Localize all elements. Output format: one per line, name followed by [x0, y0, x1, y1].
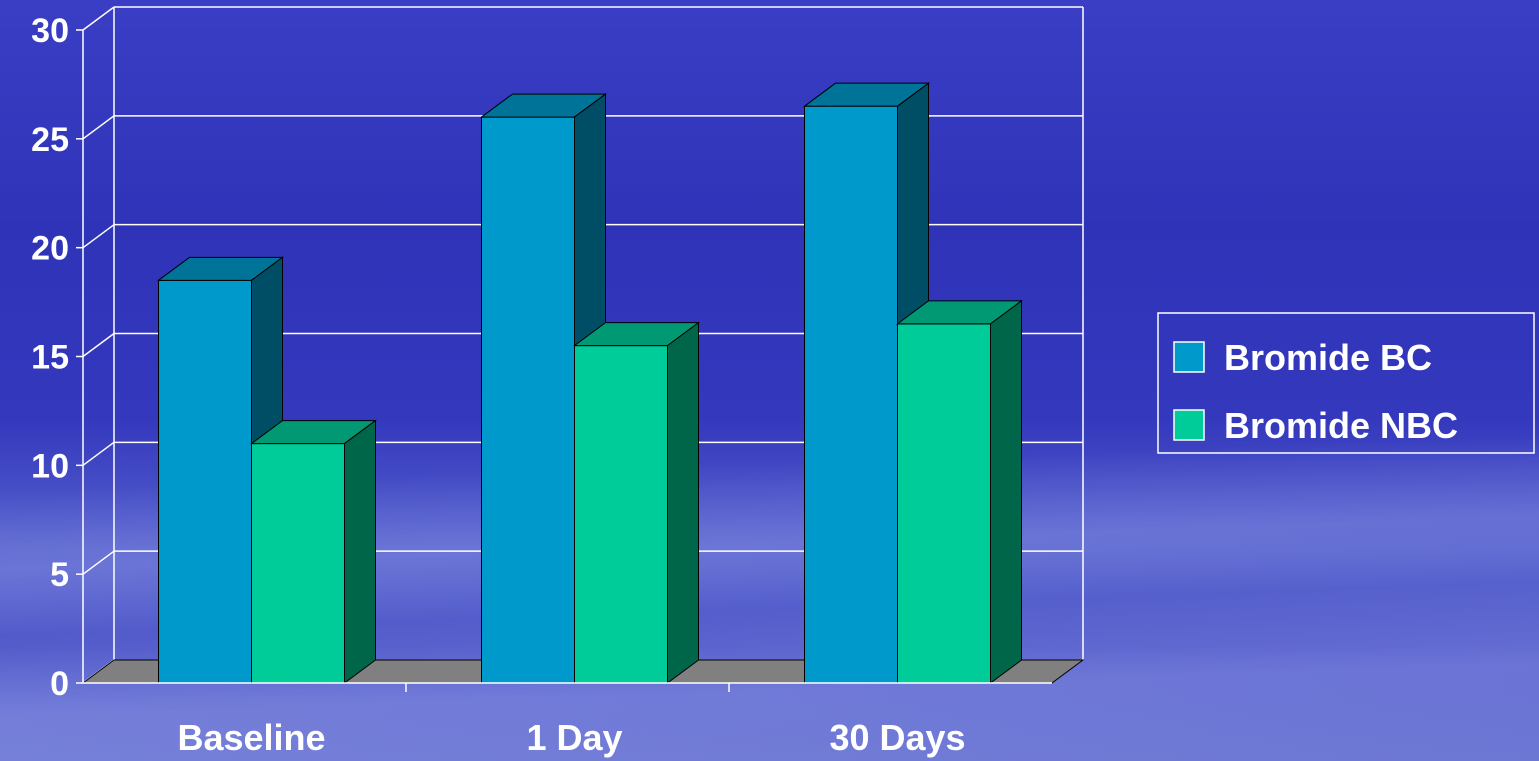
legend-label: Bromide BC — [1224, 337, 1432, 378]
bar — [249, 419, 378, 684]
wall-gridline — [82, 224, 115, 249]
y-tick-label: 10 — [31, 447, 69, 485]
wall-gridline — [82, 441, 115, 466]
bar-side — [344, 419, 376, 684]
legend: Bromide BC Bromide NBC — [1157, 312, 1535, 454]
x-tick-label: 1 Day — [526, 717, 622, 758]
bar-side — [990, 299, 1022, 684]
bar-front — [251, 443, 345, 684]
wall-gridline — [82, 115, 115, 140]
bar-front — [158, 279, 252, 684]
legend-swatch — [1173, 409, 1205, 441]
legend-label: Bromide NBC — [1224, 405, 1458, 446]
x-tick-label: 30 Days — [829, 717, 965, 758]
wall-gridline — [82, 550, 115, 575]
y-tick-label: 25 — [31, 121, 69, 159]
wall-gridline — [82, 6, 115, 31]
bar-front — [574, 345, 668, 684]
x-tick-label: Baseline — [177, 717, 325, 758]
y-tick-label: 20 — [31, 230, 69, 268]
wall-gridline — [82, 332, 115, 358]
bars-layer — [156, 82, 1024, 684]
bar — [572, 321, 701, 684]
y-tick-label: 15 — [31, 339, 69, 377]
y-tick-label: 0 — [50, 665, 69, 703]
bar-front — [481, 116, 575, 684]
y-tick-label: 30 — [31, 12, 69, 50]
bar-front — [804, 105, 898, 684]
bar-front — [897, 323, 991, 684]
legend-swatch — [1173, 341, 1205, 373]
axis-layer: 0 5 10 15 20 25 30 Baseline 1 Day 30 Days — [31, 12, 1052, 758]
legend-box — [1157, 312, 1535, 454]
y-tick-label: 5 — [50, 556, 69, 594]
bar-side — [667, 321, 699, 684]
bar — [895, 299, 1024, 684]
